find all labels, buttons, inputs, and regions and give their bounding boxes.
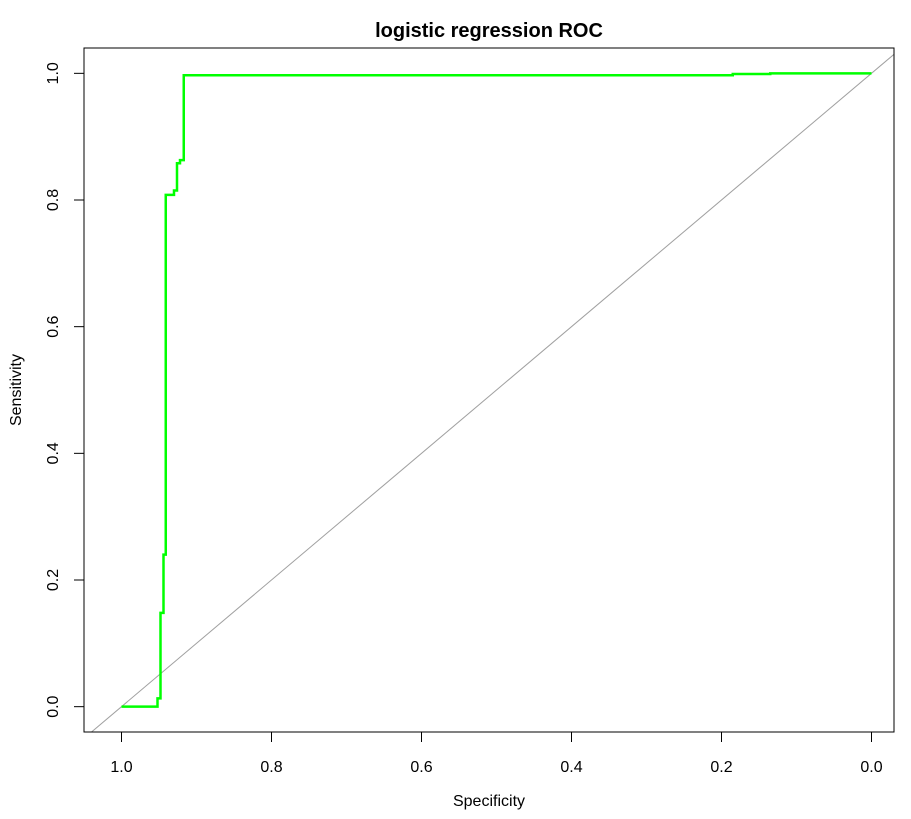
x-axis: 1.0 0.8 0.6 0.4 0.2 0.0	[110, 731, 883, 776]
plot-frame	[83, 47, 895, 733]
y-tick-label: 0.4	[45, 442, 62, 464]
y-tick-label: 0.8	[45, 189, 62, 211]
plot-area	[90, 53, 894, 732]
y-tick-label: 0.6	[45, 315, 62, 337]
x-tick-label: 1.0	[110, 759, 132, 776]
roc-curve-line	[121, 72, 872, 708]
x-tick-label: 0.2	[710, 759, 732, 776]
chart-title: logistic regression ROC	[375, 20, 603, 42]
x-tick-label: 0.0	[860, 759, 882, 776]
reference-diagonal-line	[90, 53, 894, 732]
x-tick-label: 0.8	[260, 759, 282, 776]
y-axis: 0.0 0.2 0.4 0.6 0.8 1.0	[45, 62, 85, 718]
y-axis-title: Sensitivity	[8, 354, 25, 426]
y-tick-label: 0.2	[45, 569, 62, 591]
y-tick-label: 1.0	[45, 62, 62, 84]
x-tick-label: 0.4	[560, 759, 582, 776]
x-axis-title: Specificity	[453, 793, 525, 810]
x-tick-label: 0.6	[410, 759, 432, 776]
y-tick-label: 0.0	[45, 695, 62, 717]
